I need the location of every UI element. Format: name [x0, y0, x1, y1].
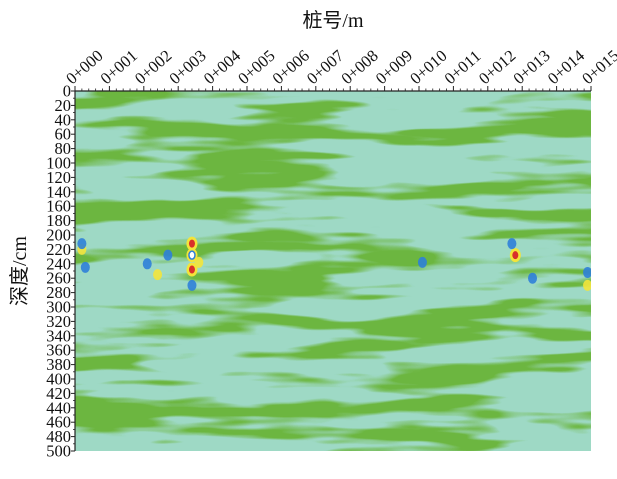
- x-tick-label: 0+004: [200, 46, 244, 88]
- y-tick-label: 260: [46, 269, 71, 288]
- anomaly-layer: [77, 236, 591, 291]
- anomaly-spot: [188, 265, 195, 274]
- plot-area: [75, 91, 591, 451]
- y-tick-label: 240: [46, 254, 71, 273]
- anomaly-spot: [583, 266, 591, 278]
- y-tick-label: 380: [46, 355, 71, 374]
- x-tick-label: 0+009: [372, 46, 416, 88]
- x-axis: 0+0000+0010+0020+0030+0040+0050+0060+007…: [62, 46, 617, 92]
- anomaly-spot: [194, 256, 204, 268]
- x-tick-label: 0+002: [131, 46, 175, 88]
- y-axis-label: 深度/cm: [8, 236, 31, 306]
- y-tick-label: 440: [46, 398, 71, 417]
- y-tick-label: 180: [46, 211, 71, 230]
- y-tick-label: 280: [46, 283, 71, 302]
- x-tick-label: 0+015: [578, 46, 617, 88]
- anomaly-spot: [187, 279, 197, 291]
- y-tick-label: 140: [46, 182, 71, 201]
- x-axis-label: 桩号/m: [302, 9, 364, 32]
- y-tick-label: 340: [46, 326, 71, 345]
- x-tick-label: 0+010: [406, 46, 450, 88]
- y-tick-label: 80: [55, 139, 72, 158]
- y-tick-label: 200: [46, 226, 71, 245]
- x-tick-label: 0+001: [97, 46, 141, 88]
- anomaly-spot: [80, 261, 90, 273]
- x-tick-label: 0+014: [544, 46, 588, 88]
- x-tick-label: 0+006: [269, 46, 313, 88]
- y-tick-label: 20: [55, 96, 72, 115]
- x-tick-label: 0+007: [303, 46, 347, 88]
- anomaly-spot: [528, 272, 538, 284]
- anomaly-spot: [142, 258, 152, 270]
- x-tick-label: 0+012: [475, 46, 519, 88]
- anomaly-spot: [417, 256, 427, 268]
- x-tick-label: 0+011: [441, 46, 485, 88]
- wave-texture: [75, 91, 591, 451]
- y-tick-label: 400: [46, 370, 71, 389]
- y-tick-label: 480: [46, 427, 71, 446]
- x-tick-label: 0+013: [509, 46, 553, 88]
- anomaly-spot: [153, 269, 163, 281]
- y-tick-label: 60: [55, 125, 72, 144]
- y-tick-label: 40: [55, 110, 72, 129]
- x-tick-label: 0+008: [337, 46, 381, 88]
- y-tick-label: 0: [63, 82, 71, 101]
- x-tick-label: 0+005: [234, 46, 278, 88]
- y-tick-label: 160: [46, 197, 71, 216]
- anomaly-spot: [188, 250, 196, 260]
- y-tick-label: 220: [46, 240, 71, 259]
- y-tick-label: 500: [46, 442, 71, 461]
- y-tick-label: 320: [46, 312, 71, 331]
- x-tick-label: 0+003: [165, 46, 209, 88]
- anomaly-spot: [507, 238, 517, 250]
- y-tick-label: 460: [46, 413, 71, 432]
- y-tick-label: 360: [46, 341, 71, 360]
- y-tick-label: 120: [46, 168, 71, 187]
- y-axis: 0204060801001201401601802002202402602803…: [46, 82, 76, 461]
- y-tick-label: 300: [46, 298, 71, 317]
- anomaly-spot: [583, 279, 591, 291]
- anomaly-spot: [512, 251, 519, 260]
- anomaly-spot: [77, 238, 87, 250]
- y-tick-label: 420: [46, 384, 71, 403]
- anomaly-spot: [188, 239, 195, 248]
- anomaly-spot: [163, 249, 173, 261]
- y-tick-label: 100: [46, 154, 71, 173]
